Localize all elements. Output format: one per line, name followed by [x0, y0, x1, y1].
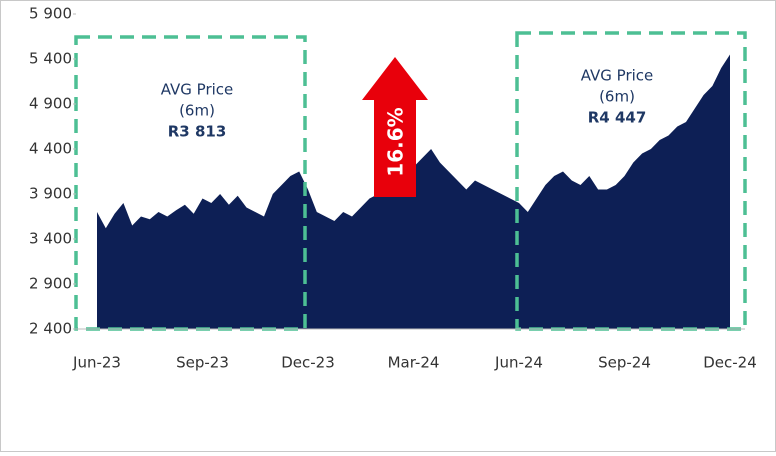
annotation-text: AVG Price [161, 81, 234, 99]
y-tick-label: 2 400 [29, 320, 72, 338]
y-tick-label: 3 400 [29, 230, 72, 248]
change-label: 16.6% [384, 107, 408, 176]
annotation-value: R4 447 [588, 109, 647, 127]
y-tick-label: 4 400 [29, 140, 72, 158]
annotation-value: R3 813 [168, 123, 227, 141]
y-tick-label: 4 900 [29, 95, 72, 113]
x-tick-label: Jun-24 [494, 354, 543, 372]
period-box [74, 35, 307, 331]
x-tick-label: Sep-23 [176, 354, 229, 372]
change-arrow [362, 57, 428, 197]
x-tick-label: Dec-24 [703, 354, 757, 372]
y-tick-label: 5 900 [29, 5, 72, 23]
annotation-text: AVG Price [581, 67, 654, 85]
x-tick-label: Sep-24 [598, 354, 651, 372]
annotation-text: (6m) [599, 88, 635, 106]
annotation-text: (6m) [179, 102, 215, 120]
x-tick-label: Dec-23 [281, 354, 335, 372]
y-tick-label: 3 900 [29, 185, 72, 203]
x-tick-label: Mar-24 [388, 354, 440, 372]
x-tick-label: Jun-23 [72, 354, 121, 372]
y-tick-label: 2 900 [29, 275, 72, 293]
y-tick-label: 5 400 [29, 50, 72, 68]
